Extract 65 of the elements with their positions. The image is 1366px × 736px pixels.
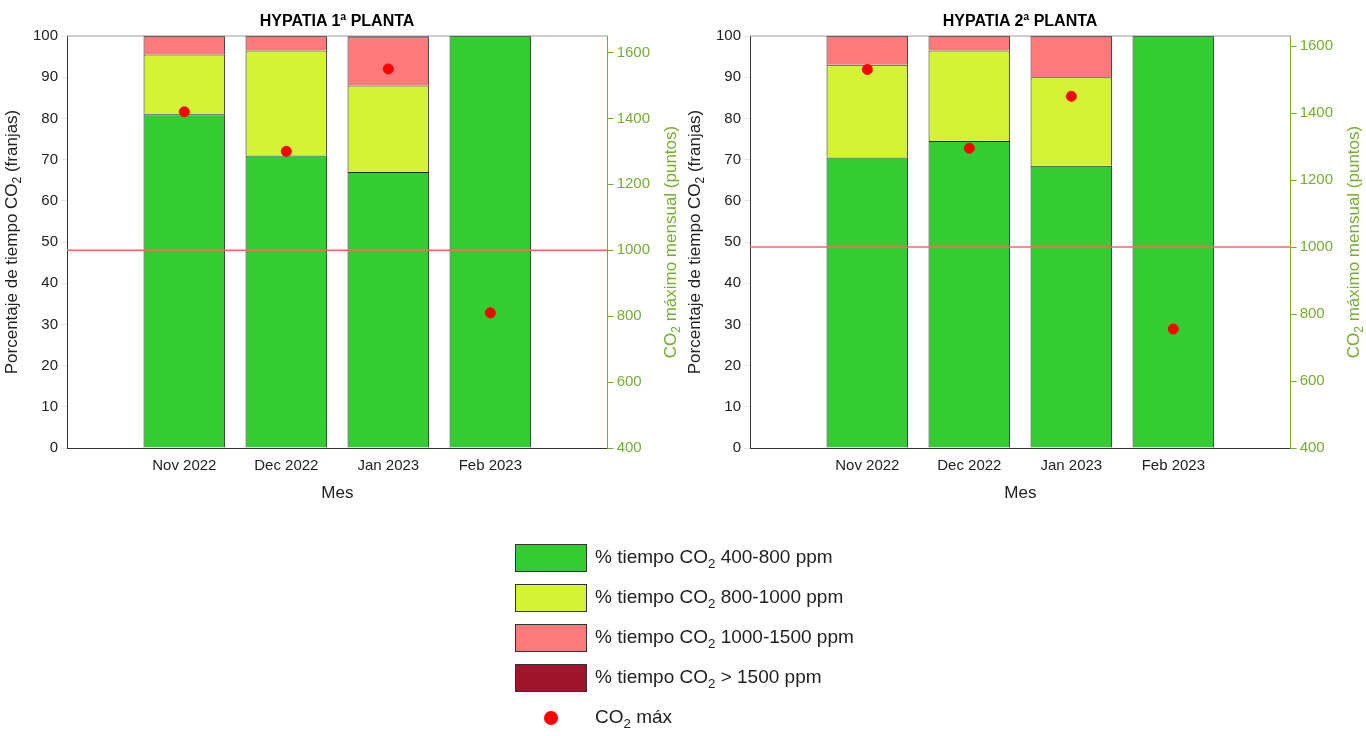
y2-tick-label: 400 bbox=[1299, 438, 1325, 456]
x-tick-label: Nov 2022 bbox=[835, 456, 900, 474]
y-tick-label: 80 bbox=[41, 108, 59, 126]
y-axis-title: Porcentaje de tiempo CO2 (franjas) bbox=[1, 109, 25, 375]
x-tick-label: Jan 2023 bbox=[357, 456, 420, 474]
x-tick-label: Feb 2023 bbox=[458, 456, 523, 474]
y2-tick-label: 1600 bbox=[1299, 36, 1334, 54]
y2-tick-label: 1600 bbox=[616, 42, 651, 60]
y2-tick-label: 1400 bbox=[1299, 103, 1334, 121]
point bbox=[861, 64, 873, 75]
point bbox=[484, 307, 496, 319]
y2-tick-label: 400 bbox=[616, 438, 642, 456]
y-tick-label: 10 bbox=[41, 396, 59, 414]
y-tick-label: 30 bbox=[724, 314, 742, 332]
x-tick-label: Nov 2022 bbox=[152, 456, 217, 474]
point bbox=[963, 142, 975, 154]
y-tick-label: 20 bbox=[724, 355, 742, 373]
y-tick-label: 80 bbox=[724, 108, 742, 126]
y-tick-label: 100 bbox=[33, 26, 59, 44]
y2-tick-label: 1000 bbox=[616, 240, 651, 258]
y2-axis-title: CO2 máximo mensual (puntos) bbox=[1343, 125, 1366, 359]
y2-tick-label: 1200 bbox=[616, 174, 651, 192]
x-axis-title: Mes bbox=[1004, 482, 1037, 502]
y-tick-label: 10 bbox=[724, 396, 742, 414]
chart-title: HYPATIA 1ª PLANTA bbox=[259, 12, 415, 30]
y-tick-label: 60 bbox=[41, 190, 59, 208]
point bbox=[178, 106, 190, 118]
y-tick-label: 50 bbox=[724, 232, 742, 250]
y-tick-label: 100 bbox=[716, 26, 742, 44]
y-tick-label: 40 bbox=[41, 273, 59, 291]
legend-label: % tiempo CO$_{2}$ 800-1000 ppm bbox=[595, 585, 844, 611]
x-tick-label: Feb 2023 bbox=[1141, 456, 1206, 474]
y2-tick-label: 1000 bbox=[1299, 237, 1334, 255]
y-tick-label: 70 bbox=[724, 149, 742, 167]
y-axis-title: Porcentaje de tiempo CO2 (franjas) bbox=[684, 109, 708, 375]
x-tick-label: Dec 2022 bbox=[254, 456, 319, 474]
y-tick-label: 60 bbox=[724, 190, 742, 208]
y-tick-label: 90 bbox=[41, 67, 59, 85]
y-tick-label: 0 bbox=[49, 438, 59, 456]
y-tick-label: 20 bbox=[41, 355, 59, 373]
x-axis-title: Mes bbox=[321, 482, 354, 502]
y2-tick-label: 800 bbox=[616, 306, 642, 324]
y2-tick-label: 1400 bbox=[616, 108, 651, 126]
y2-axis-title: CO2 máximo mensual (puntos) bbox=[660, 125, 684, 359]
legend-label: CO$_{2}$ máx bbox=[595, 705, 673, 731]
y-tick-label: 40 bbox=[724, 273, 742, 291]
y2-tick-label: 800 bbox=[1299, 304, 1325, 322]
chart-title: HYPATIA 2ª PLANTA bbox=[942, 12, 1098, 30]
x-tick-label: Dec 2022 bbox=[937, 456, 1002, 474]
y2-tick-label: 600 bbox=[616, 372, 642, 390]
legend-label: % tiempo CO$_{2}$ 1000-1500 ppm bbox=[595, 625, 854, 651]
y2-tick-label: 1200 bbox=[1299, 170, 1334, 188]
point bbox=[1167, 323, 1179, 335]
text: % tiempo CO$_{2}$ 400-800 ppm bbox=[595, 545, 833, 571]
point bbox=[280, 145, 292, 157]
y-tick-label: 90 bbox=[724, 67, 742, 85]
y-tick-label: 50 bbox=[41, 232, 59, 250]
x-tick-label: Jan 2023 bbox=[1040, 456, 1103, 474]
point bbox=[1065, 90, 1077, 102]
y-tick-label: 0 bbox=[732, 438, 742, 456]
y-tick-label: 30 bbox=[41, 314, 59, 332]
y-tick-label: 70 bbox=[41, 149, 59, 167]
y2-tick-label: 600 bbox=[1299, 371, 1325, 389]
point bbox=[382, 63, 394, 75]
legend-label: % tiempo CO$_{2}$ > 1500 ppm bbox=[595, 665, 822, 691]
